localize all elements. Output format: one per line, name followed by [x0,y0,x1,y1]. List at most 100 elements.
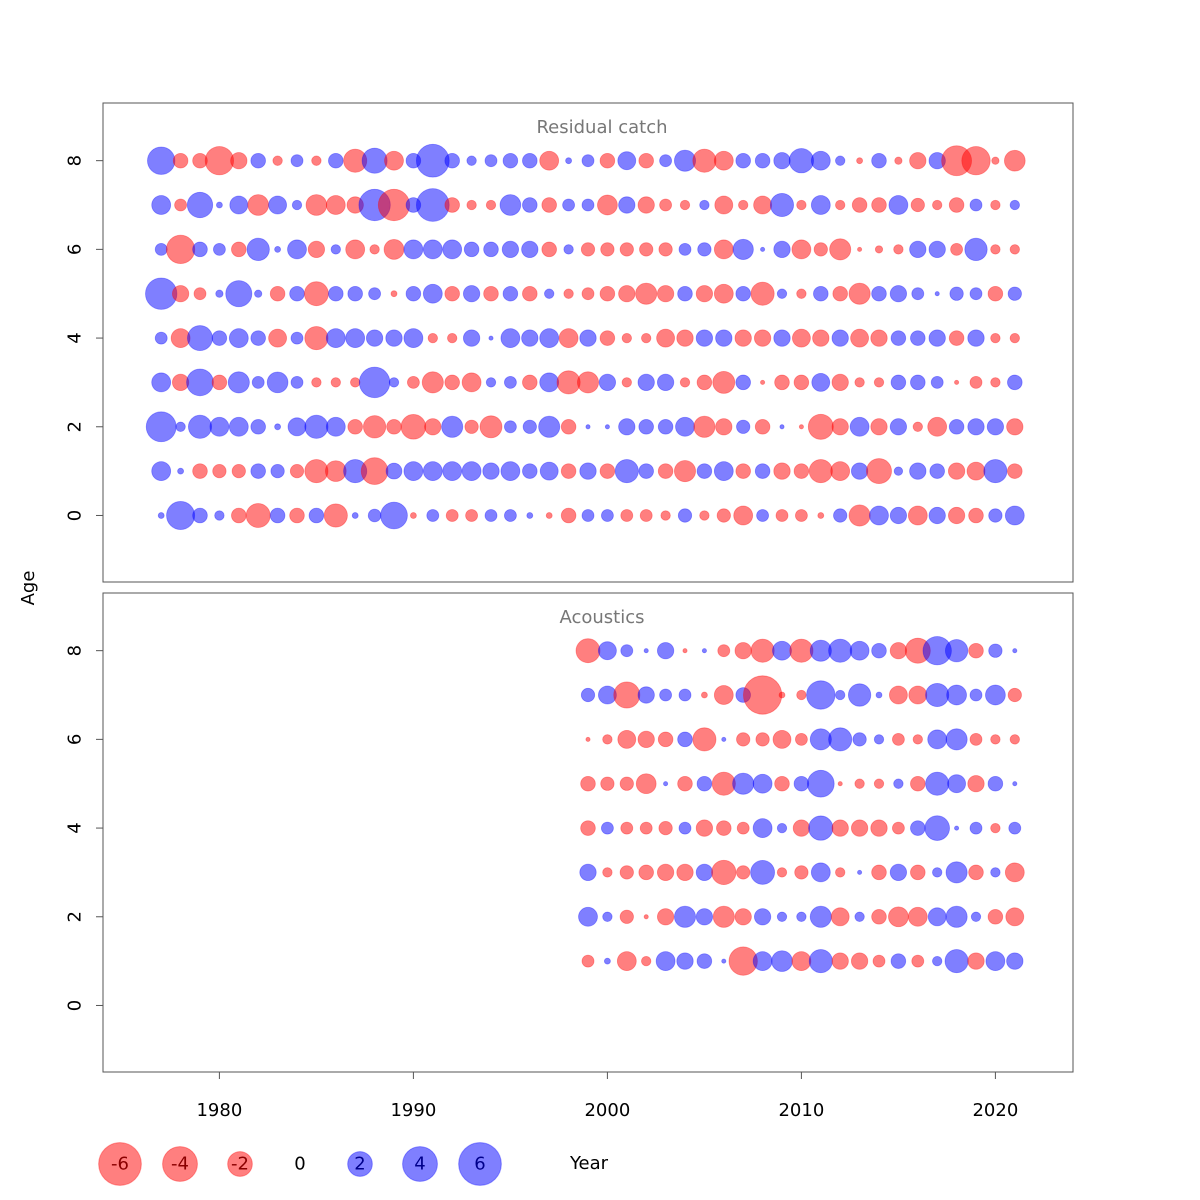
bubble-acoustics-2006-age7 [713,685,734,705]
bubble-residual-catch-2007-age4 [734,329,752,347]
bubble-acoustics-2007-age8 [734,642,752,660]
bubble-residual-catch-2008-age8 [754,152,771,169]
bubble-residual-catch-1980-age6 [213,243,226,256]
bubble-residual-catch-1981-age4 [228,328,249,348]
legend-label: -6 [111,1154,129,1175]
bubble-residual-catch-2012-age4 [831,329,849,347]
legend-label: 0 [294,1154,305,1175]
bubble-acoustics-2020-age5 [987,775,1004,792]
bubble-residual-catch-2007-age0 [733,505,754,526]
bubble-acoustics-2016-age2 [907,906,928,927]
bubble-residual-catch-2003-age4 [656,328,675,348]
bubble-residual-catch-1990-age6 [403,239,424,260]
bubble-residual-catch-2008-age5 [750,281,775,306]
bubble-residual-catch-1996-age4 [521,329,539,347]
bubble-residual-catch-1993-age6 [463,241,480,258]
bubble-acoustics-2021-age6 [1009,734,1020,745]
bubble-residual-catch-1989-age6 [383,239,405,260]
bubble-acoustics-2015-age8 [889,642,908,660]
bubble-acoustics-2005-age8 [701,648,707,654]
bubble-acoustics-2010-age8 [789,638,814,663]
bubble-residual-catch-1989-age1 [385,462,403,480]
bubble-acoustics-2010-age3 [794,865,809,880]
bubble-residual-catch-1979-age0 [192,507,208,524]
bubble-residual-catch-2005-age0 [699,510,710,521]
bubble-residual-catch-1992-age2 [441,415,464,438]
bubble-acoustics-2005-age2 [695,908,714,926]
bubble-residual-catch-2006-age3 [712,370,736,394]
bubble-residual-catch-1998-age3 [556,370,581,395]
bubble-residual-catch-1989-age3 [388,377,400,388]
bubble-acoustics-2000-age1 [604,957,611,965]
bubble-residual-catch-1978-age5 [171,285,190,303]
bubble-residual-catch-1993-age0 [465,509,478,522]
bubble-residual-catch-1988-age2 [362,415,387,439]
bubble-residual-catch-2013-age7 [851,197,868,213]
bubble-acoustics-2020-age2 [987,909,1004,925]
bubble-acoustics-2001-age3 [619,865,634,880]
bubble-acoustics-2001-age4 [620,821,634,835]
bubble-acoustics-2012-age2 [830,907,850,927]
bubble-acoustics-2015-age7 [889,685,908,705]
bubble-residual-catch-2011-age2 [807,413,834,440]
bubble-residual-catch-1992-age7 [444,197,460,213]
bubble-residual-catch-1992-age6 [442,239,463,260]
panel-acoustics: Acoustics [102,592,1074,1073]
bubble-residual-catch-1997-age7 [541,197,557,213]
bubble-residual-catch-2018-age6 [950,243,963,256]
bubble-acoustics-2014-age5 [873,778,885,789]
bubble-acoustics-2004-age4 [678,821,692,835]
bubble-residual-catch-1994-age0 [484,509,498,522]
bubble-residual-catch-2019-age5 [969,287,983,301]
bubble-residual-catch-1996-age3 [522,374,538,391]
bubble-acoustics-2019-age1 [967,952,985,970]
bubble-residual-catch-1982-age0 [245,503,271,528]
bubble-residual-catch-2010-age5 [796,288,807,299]
bubble-residual-catch-2012-age5 [832,285,848,302]
bubble-residual-catch-2000-age8 [599,152,616,169]
bubble-residual-catch-1986-age0 [323,503,348,528]
x-axis-title: Year [569,1153,609,1174]
bubble-acoustics-2021-age3 [1004,862,1025,883]
bubble-residual-catch-1995-age4 [500,328,521,348]
bubble-residual-catch-2015-age4 [890,330,907,346]
bubble-residual-catch-2007-age3 [735,374,751,391]
bubble-residual-catch-1983-age8 [272,155,283,166]
bubble-residual-catch-2005-age7 [699,199,710,211]
bubble-residual-catch-1985-age8 [311,155,322,166]
bubble-acoustics-2012-age7 [835,689,846,701]
bubble-residual-catch-2011-age8 [810,150,831,171]
bubble-residual-catch-1995-age0 [504,509,517,522]
bubble-residual-catch-2002-age8 [638,152,654,169]
bubble-residual-catch-1995-age2 [504,420,517,434]
bubble-residual-catch-1977-age0 [157,512,165,519]
bubble-residual-catch-2015-age2 [889,418,908,436]
x-tick-label: 1990 [390,1100,436,1121]
bubble-residual-catch-2014-age5 [871,285,887,302]
bubble-residual-catch-2016-age5 [911,287,925,301]
bubble-residual-catch-1992-age0 [445,509,459,522]
bubble-residual-catch-1990-age3 [407,376,420,389]
bubble-residual-catch-1977-age6 [154,243,168,256]
bubble-residual-catch-1980-age1 [212,463,227,479]
bubble-acoustics-2013-age4 [850,819,869,837]
bubble-residual-catch-1982-age6 [246,237,270,262]
bubble-residual-catch-1984-age2 [287,417,307,437]
bubble-residual-catch-1983-age3 [266,371,289,394]
bubble-acoustics-1999-age7 [580,687,596,703]
bubble-residual-catch-2013-age3 [854,377,865,388]
bubble-residual-catch-2006-age6 [713,239,734,260]
bubble-residual-catch-1987-age4 [345,328,366,348]
bubble-residual-catch-2016-age8 [909,152,927,170]
bubble-residual-catch-1980-age4 [211,330,228,346]
bubble-acoustics-2011-age7 [806,680,836,710]
bubble-acoustics-2002-age8 [643,648,649,654]
bubble-acoustics-2002-age1 [641,955,652,967]
bubble-residual-catch-2012-age6 [829,238,852,261]
x-tick-label: 2020 [972,1100,1018,1121]
bubble-acoustics-2009-age2 [776,911,788,922]
legend-bubble [347,1151,373,1177]
bubble-acoustics-2020-age6 [990,734,1001,745]
bubble-residual-catch-1994-age4 [488,335,494,341]
bubble-residual-catch-2008-age7 [753,195,772,215]
